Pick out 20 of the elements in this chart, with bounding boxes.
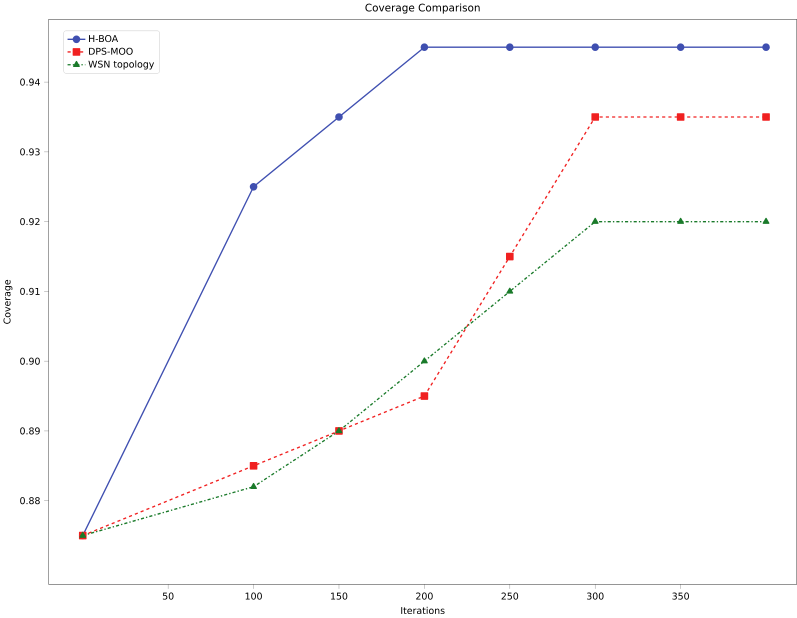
x-axis-title: Iterations xyxy=(401,607,445,614)
x-tick-label: 50 xyxy=(162,592,174,600)
y-tick-label: 0.93 xyxy=(20,148,40,156)
x-tick-label: 300 xyxy=(586,592,604,600)
chart-title: Coverage Comparison xyxy=(365,4,480,14)
x-tick-label: 350 xyxy=(672,592,689,600)
x-tick-label: 100 xyxy=(246,592,262,600)
legend-label: DPS-MOO xyxy=(89,48,133,56)
y-tick-label: 0.94 xyxy=(20,78,40,86)
x-tick-label: 250 xyxy=(502,592,518,600)
x-tick-label: 150 xyxy=(331,592,348,600)
y-tick-label: 0.90 xyxy=(20,358,40,365)
legend-label: WSN topology xyxy=(88,60,154,70)
y-tick-label: 0.91 xyxy=(20,288,40,296)
y-tick-label: 0.89 xyxy=(20,428,40,435)
legend-label: H-BOA xyxy=(89,35,118,42)
y-axis-title: Coverage xyxy=(3,280,12,324)
y-tick-label: 0.88 xyxy=(20,497,40,504)
y-tick-label: 0.92 xyxy=(20,218,40,226)
x-tick-label: 200 xyxy=(416,592,433,600)
